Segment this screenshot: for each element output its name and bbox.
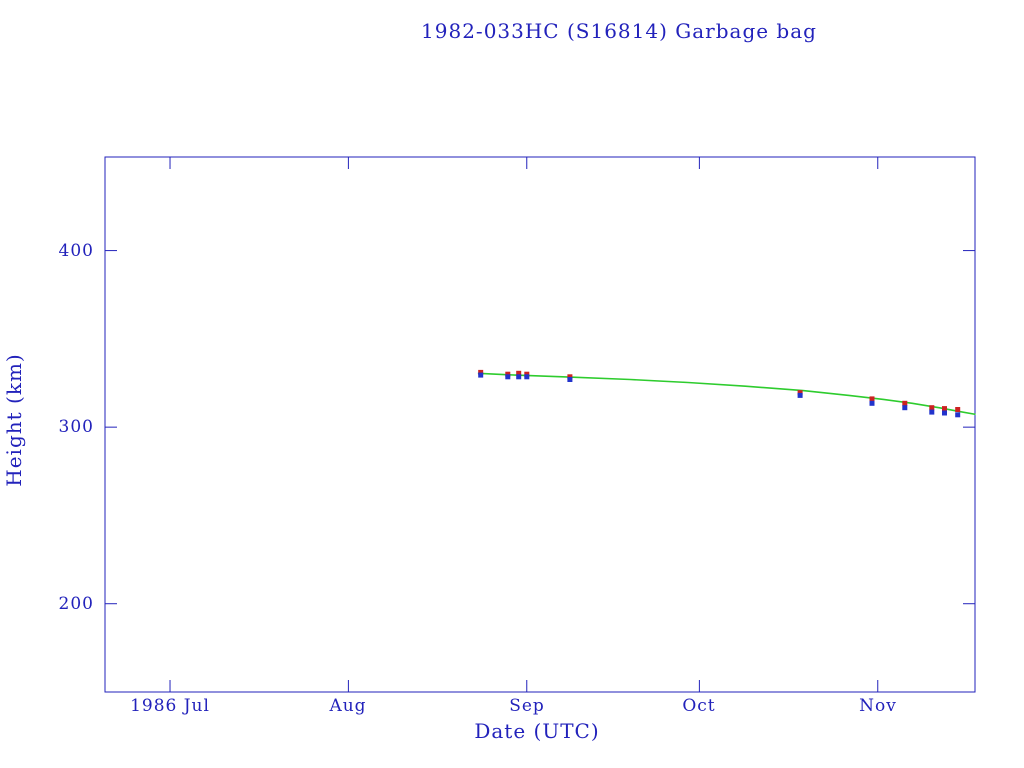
x-tick-label-aug: Aug [329,696,367,716]
apogee-marker [505,371,511,377]
apogee-marker [929,405,935,411]
x-tick-label-sep: Sep [509,696,545,716]
apogee-marker [516,370,522,376]
apogee-marker [524,371,530,377]
plot-frame [104,156,976,693]
perigee-marker [516,374,522,380]
apogee-marker [567,374,573,380]
apogee-marker [797,390,803,396]
perigee-marker [955,412,961,418]
y-axis-label: Height (km) [2,353,26,487]
x-tick-label-jul: 1986 Jul [130,696,210,716]
x-axis-label: Date (UTC) [474,719,600,743]
apogee-marker [902,400,908,406]
decay-fit-line [477,372,976,416]
perigee-marker [929,409,935,415]
perigee-marker [869,400,875,406]
y-tick-label-400: 400 [58,241,94,261]
apogee-marker [955,407,961,412]
apogee-marker [942,406,947,412]
perigee-marker [797,392,803,398]
perigee-marker [505,374,511,380]
perigee-marker [524,374,530,380]
chart-title: 1982-033HC (S16814) Garbage bag [421,19,817,43]
x-tick-label-nov: Nov [859,696,897,716]
apogee-marker [869,396,875,402]
perigee-marker [567,377,573,382]
apogee-points [478,369,961,412]
perigee-marker [942,410,947,416]
x-tick-label-oct: Oct [682,696,716,716]
y-tick-label-300: 300 [58,417,94,437]
perigee-marker [478,372,484,378]
y-tick-label-200: 200 [58,594,94,614]
perigee-marker [902,405,908,411]
perigee-points [478,372,961,418]
apogee-marker [478,369,484,375]
